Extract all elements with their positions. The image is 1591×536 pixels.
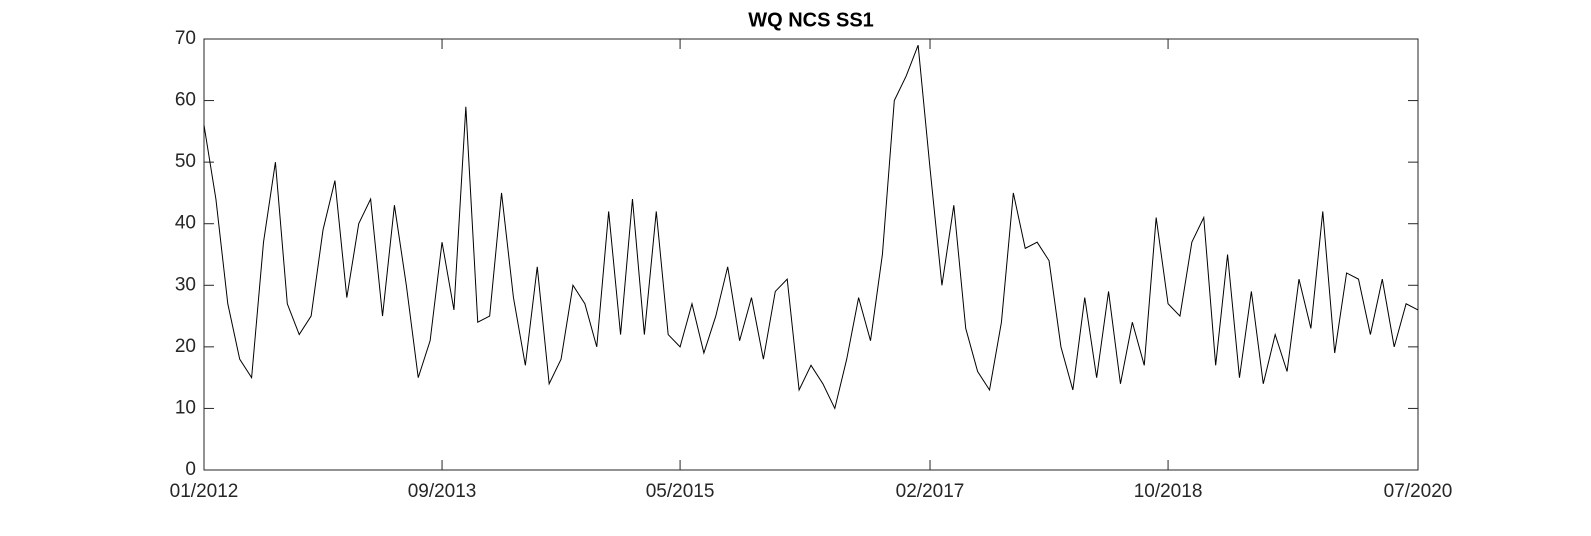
x-tick-label: 07/2020: [1384, 481, 1453, 502]
x-tick-label: 09/2013: [408, 481, 477, 502]
plot-frame: [203, 38, 1419, 471]
y-tick-label: 60: [175, 90, 196, 111]
y-tick-label: 0: [185, 459, 196, 480]
y-tick-label: 20: [175, 336, 196, 357]
y-tick-label: 40: [175, 213, 196, 234]
y-tick-label: 30: [175, 274, 196, 295]
y-tick-label: 50: [175, 151, 196, 172]
x-tick-label: 10/2018: [1134, 481, 1203, 502]
y-tick-label: 70: [175, 28, 196, 49]
x-tick-label: 01/2012: [170, 481, 239, 502]
data-line: [203, 44, 1419, 410]
chart-title: WQ NCS SS1: [748, 9, 874, 31]
x-tick-label: 05/2015: [646, 481, 715, 502]
y-tick-label: 10: [175, 397, 196, 418]
x-tick-label: 02/2017: [896, 481, 965, 502]
